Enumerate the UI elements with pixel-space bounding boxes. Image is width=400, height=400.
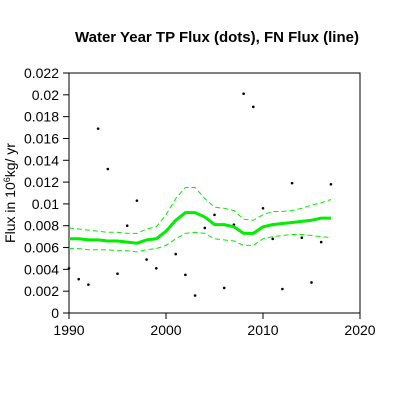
tp-flux-point xyxy=(96,127,100,130)
tp-flux-point xyxy=(281,287,284,291)
y-tick-label: 0.02 xyxy=(32,87,59,103)
y-tick-label: 0.022 xyxy=(24,65,59,81)
tp-flux-point xyxy=(271,237,275,241)
tp-flux-point xyxy=(155,266,158,270)
y-tick-label: 0.012 xyxy=(24,174,59,190)
fn-flux-band-upper xyxy=(68,187,332,234)
y-tick-label: 0.01 xyxy=(32,196,59,212)
y-axis-label: Flux in 106kg/ yr xyxy=(2,143,18,243)
x-axis: 1990 2000 2010 2020 xyxy=(53,313,376,338)
tp-flux-point xyxy=(125,224,129,228)
tp-flux-point xyxy=(106,167,110,171)
tp-flux-point xyxy=(87,283,90,286)
tp-flux-point xyxy=(300,236,304,240)
tp-flux-point xyxy=(329,182,333,186)
svg-text:Flux in 106kg/ yr: Flux in 106kg/ yr xyxy=(2,143,18,243)
y-axis-label-suffix: kg/ yr xyxy=(2,143,18,178)
x-tick-label: 2020 xyxy=(344,322,375,338)
y-tick-label: 0.006 xyxy=(24,240,59,256)
y-tick-label: 0.016 xyxy=(24,130,59,146)
tp-flux-point xyxy=(222,286,226,290)
tp-flux-point xyxy=(116,272,119,276)
x-tick-label: 2000 xyxy=(150,322,181,338)
tp-flux-point xyxy=(184,273,187,277)
tp-flux-point xyxy=(77,277,80,281)
y-tick-label: 0.018 xyxy=(24,109,59,125)
tp-flux-point xyxy=(213,213,216,217)
y-tick-label: 0 xyxy=(51,305,59,321)
tp-flux-point xyxy=(290,181,294,185)
y-axis: 0 0.002 0.004 0.006 0.008 0.01 0.012 0.014 0.016… xyxy=(24,65,69,321)
tp-flux-point xyxy=(252,105,255,109)
x-tick-label: 1990 xyxy=(53,322,84,338)
fn-flux-line xyxy=(69,211,331,245)
tp-flux-point xyxy=(242,92,245,96)
fn-flux-band-lower xyxy=(69,231,331,253)
series-layer xyxy=(67,92,333,297)
tp-flux-point xyxy=(135,199,139,202)
plot-frame xyxy=(68,72,361,314)
chart-title: Water Year TP Flux (dots), FN Flux (line… xyxy=(75,29,359,46)
x-tick-label: 2010 xyxy=(247,322,278,338)
tp-flux-point xyxy=(193,294,197,297)
tp-flux-point xyxy=(145,258,148,261)
y-tick-label: 0.004 xyxy=(24,261,59,277)
tp-flux-point xyxy=(261,206,265,210)
tp-flux-point xyxy=(310,281,313,284)
y-tick-label: 0.008 xyxy=(24,218,59,234)
tp-flux-point xyxy=(319,240,323,244)
y-tick-label: 0.014 xyxy=(24,152,59,168)
y-axis-label-exponent: 6 xyxy=(2,177,12,182)
tp-flux-point xyxy=(67,266,71,270)
tp-flux-point xyxy=(174,252,177,256)
y-axis-label-prefix: Flux in 10 xyxy=(2,182,18,243)
tp-flux-point xyxy=(203,226,207,230)
y-tick-label: 0.002 xyxy=(24,283,59,299)
